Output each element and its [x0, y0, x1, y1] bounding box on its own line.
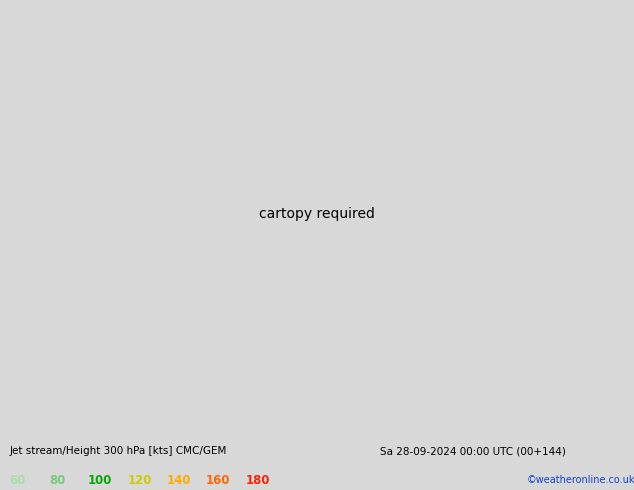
Text: 140: 140	[167, 474, 191, 487]
Text: 100: 100	[88, 474, 112, 487]
Text: 80: 80	[49, 474, 65, 487]
Text: Jet stream/Height 300 hPa [kts] CMC/GEM: Jet stream/Height 300 hPa [kts] CMC/GEM	[10, 446, 227, 456]
Text: Sa 28-09-2024 00:00 UTC (00+144): Sa 28-09-2024 00:00 UTC (00+144)	[380, 446, 566, 456]
Text: ©weatheronline.co.uk: ©weatheronline.co.uk	[526, 475, 634, 485]
Text: 180: 180	[245, 474, 270, 487]
Text: cartopy required: cartopy required	[259, 207, 375, 221]
Text: 160: 160	[206, 474, 231, 487]
Text: 120: 120	[127, 474, 152, 487]
Text: 60: 60	[10, 474, 26, 487]
